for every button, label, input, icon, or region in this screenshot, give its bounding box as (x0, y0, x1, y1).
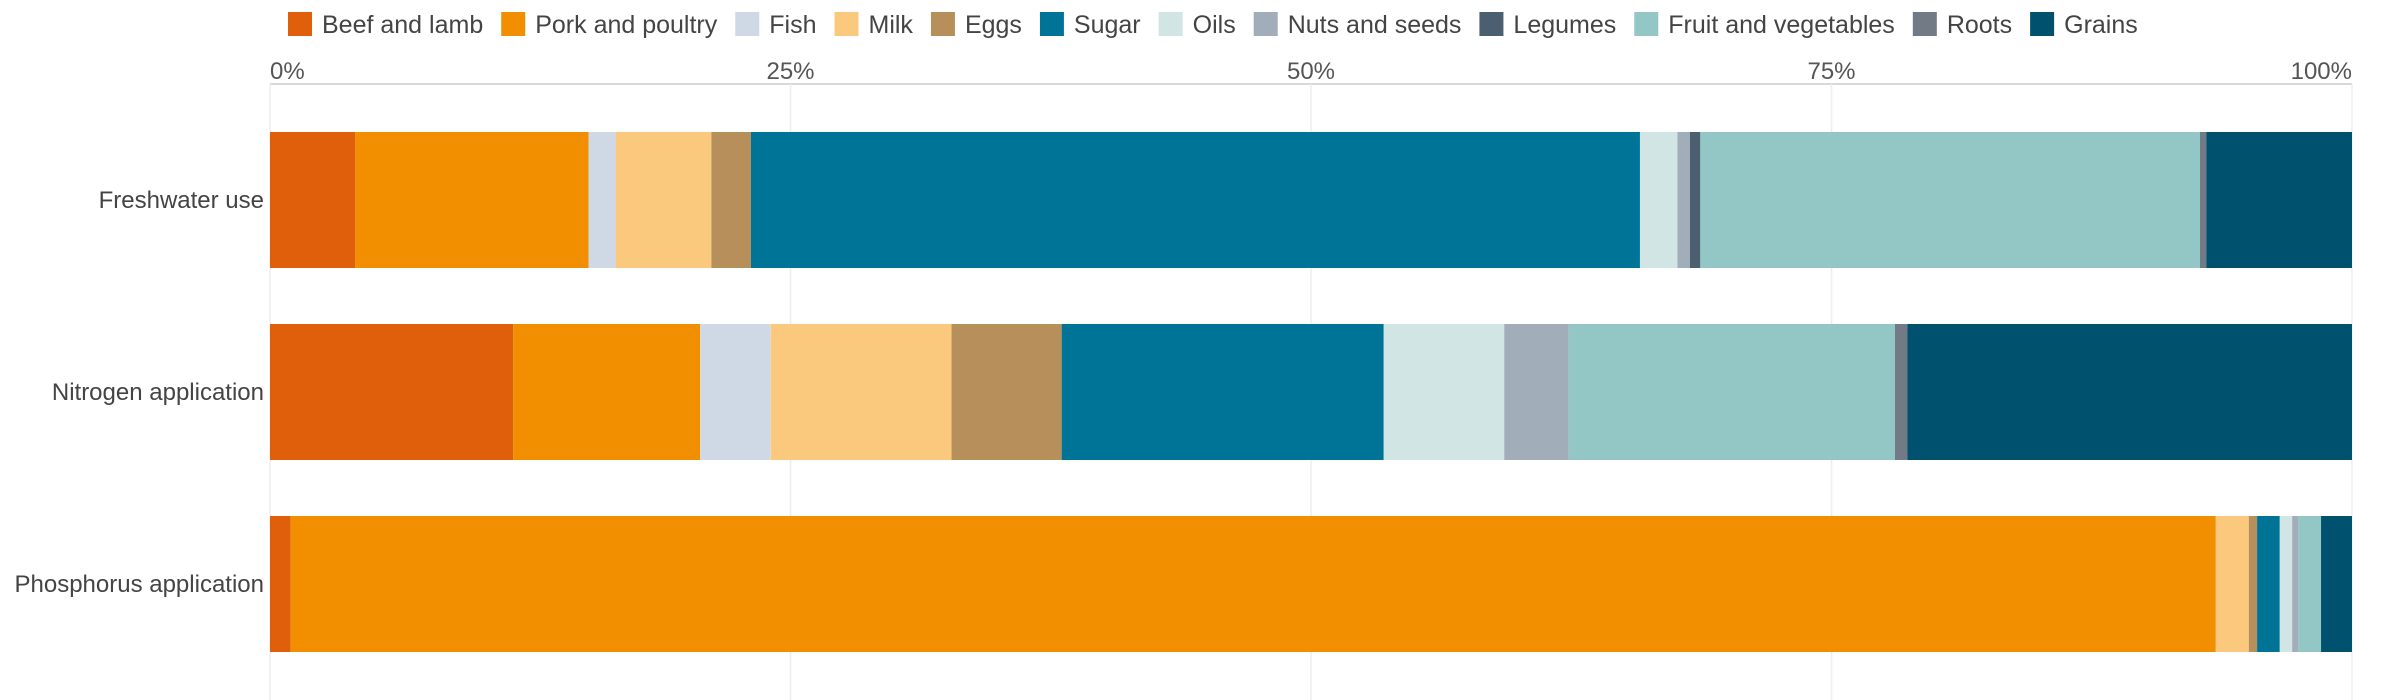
bar-segment-eggs[interactable] (951, 324, 1062, 460)
legend-label: Fish (769, 11, 816, 39)
legend-item-pork-and-poultry[interactable]: Pork and poultry (501, 11, 718, 39)
bar-segment-fruit-and-vegetables[interactable] (1568, 324, 1895, 460)
bar-segment-fish[interactable] (700, 324, 771, 460)
bar-row-freshwater-use (270, 132, 2352, 268)
legend-item-fruit-and-vegetables[interactable]: Fruit and vegetables (1634, 11, 1895, 39)
bar-segment-grains[interactable] (2206, 132, 2352, 268)
bar-segment-roots[interactable] (1894, 324, 1908, 460)
bar-row-nitrogen-application (270, 324, 2352, 460)
legend-swatch (834, 12, 859, 36)
bar-segment-sugar[interactable] (1061, 324, 1384, 460)
legend-swatch (501, 12, 526, 36)
bar-segment-eggs[interactable] (2248, 516, 2258, 652)
bar-segment-sugar[interactable] (750, 132, 1640, 268)
category-labels: Freshwater use Nitrogen application Phosph… (14, 187, 264, 598)
bar-segment-beef-and-lamb[interactable] (270, 132, 356, 268)
legend-label: Roots (1947, 11, 2012, 39)
bar-segment-grains[interactable] (2321, 516, 2352, 652)
legend-label: Grains (2064, 11, 2138, 39)
category-label-freshwater-use: Freshwater use (99, 187, 264, 214)
bar-segment-oils[interactable] (1639, 132, 1678, 268)
bar-segment-milk[interactable] (770, 324, 952, 460)
bar-segment-fruit-and-vegetables[interactable] (2298, 516, 2322, 652)
bar-segment-roots[interactable] (2200, 132, 2207, 268)
legend-label: Sugar (1074, 11, 1141, 39)
x-tick-label: 25% (766, 58, 814, 85)
legend-item-grains[interactable]: Grains (2030, 11, 2138, 39)
legend-swatch (1039, 12, 1064, 36)
bar-segment-milk[interactable] (2215, 516, 2249, 652)
bar-row-phosphorus-application (270, 516, 2352, 652)
x-axis-ticks: 0% 25% 50% 75% 100% (270, 58, 2352, 85)
legend-item-nuts-and-seeds[interactable]: Nuts and seeds (1253, 11, 1462, 39)
legend-label: Milk (869, 11, 914, 39)
legend-swatch (288, 12, 312, 36)
x-tick-label: 0% (270, 58, 305, 85)
bar-segment-beef-and-lamb[interactable] (270, 516, 291, 652)
legend-item-roots[interactable]: Roots (1912, 11, 2012, 39)
legend-item-legumes[interactable]: Legumes (1479, 11, 1616, 39)
bars (270, 132, 2352, 652)
legend-item-eggs[interactable]: Eggs (930, 11, 1022, 39)
bar-segment-legumes[interactable] (1689, 132, 1701, 268)
x-tick-label: 75% (1807, 58, 1855, 85)
bar-segment-milk[interactable] (615, 132, 712, 268)
legend-swatch (735, 12, 760, 36)
legend: Beef and lamb Pork and poultry Fish Milk Egg… (288, 11, 2138, 39)
legend-label: Beef and lamb (322, 11, 483, 39)
bar-segment-pork-and-poultry[interactable] (513, 324, 701, 460)
bar-segment-nuts-and-seeds[interactable] (1504, 324, 1569, 460)
legend-label: Legumes (1513, 11, 1616, 39)
x-tick-label: 100% (2291, 58, 2352, 85)
legend-label: Nuts and seeds (1288, 11, 1462, 39)
legend-swatch (1634, 12, 1659, 36)
legend-swatch (1479, 12, 1504, 36)
bar-segment-nuts-and-seeds[interactable] (2292, 516, 2299, 652)
bar-segment-eggs[interactable] (711, 132, 751, 268)
x-tick-label: 50% (1287, 58, 1335, 85)
legend-label: Fruit and vegetables (1668, 11, 1895, 39)
bar-segment-sugar[interactable] (2257, 516, 2280, 652)
legend-swatch (1253, 12, 1278, 36)
bar-segment-grains[interactable] (1907, 324, 2352, 460)
legend-item-milk[interactable]: Milk (834, 11, 914, 39)
legend-item-fish[interactable]: Fish (735, 11, 817, 39)
category-label-nitrogen-application: Nitrogen application (52, 379, 264, 406)
legend-label: Oils (1193, 11, 1236, 39)
bar-segment-oils[interactable] (1383, 324, 1505, 460)
bar-segment-pork-and-poultry[interactable] (290, 516, 2216, 652)
bar-segment-nuts-and-seeds[interactable] (1677, 132, 1690, 268)
category-label-phosphorus-application: Phosphorus application (14, 571, 264, 598)
bar-segment-fruit-and-vegetables[interactable] (1700, 132, 2201, 268)
legend-swatch (930, 12, 955, 36)
bar-segment-oils[interactable] (2279, 516, 2293, 652)
legend-swatch (2030, 12, 2055, 36)
legend-swatch (1912, 12, 1937, 36)
bar-segment-beef-and-lamb[interactable] (270, 324, 514, 460)
legend-item-sugar[interactable]: Sugar (1039, 11, 1141, 39)
legend-item-beef-and-lamb[interactable]: Beef and lamb (288, 11, 483, 39)
legend-swatch (1158, 12, 1183, 36)
bar-segment-pork-and-poultry[interactable] (355, 132, 589, 268)
legend-label: Eggs (965, 11, 1022, 39)
legend-label: Pork and poultry (535, 11, 718, 39)
bar-segment-fish[interactable] (588, 132, 616, 268)
legend-item-oils[interactable]: Oils (1158, 11, 1236, 39)
